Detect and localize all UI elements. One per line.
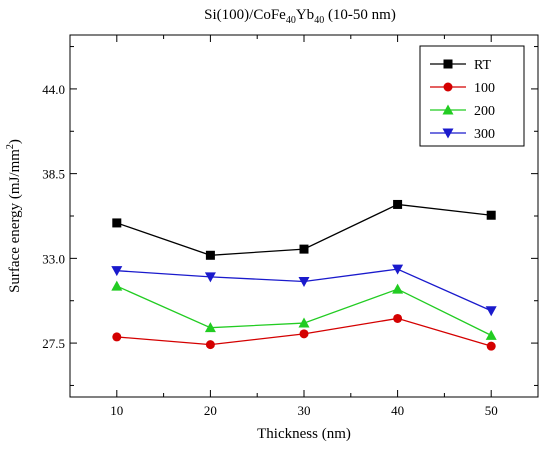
- data-point-RT-0: [112, 218, 122, 228]
- y-tick-label-2: 38.5: [42, 167, 65, 182]
- data-point-RT-3: [393, 199, 403, 209]
- legend-label-200: 200: [474, 104, 495, 119]
- data-point-200-1: [204, 322, 216, 333]
- data-point-200-2: [298, 317, 310, 328]
- legend-entry-200: 200: [430, 104, 495, 119]
- legend: RT 100 200 300: [419, 45, 525, 147]
- x-tick-label-0: 10: [110, 403, 123, 418]
- legend-label-100: 100: [474, 81, 495, 96]
- data-point-100-0: [112, 332, 122, 342]
- legend-label-RT: RT: [474, 58, 491, 73]
- legend-box: [419, 45, 525, 147]
- chart-title-part-4: (10-50 nm): [324, 7, 396, 23]
- chart-title: Si(100)/CoFe40Yb40 (10-50 nm): [204, 7, 396, 26]
- legend-marker-RT: [443, 59, 453, 69]
- legend-label-300: 300: [474, 127, 495, 142]
- chart-title-part-2: Fe: [271, 7, 286, 23]
- y-axis-label-tail: ): [7, 139, 23, 144]
- x-tick-label-1: 20: [204, 403, 217, 418]
- legend-marker-200: [442, 104, 454, 115]
- x-tick-label-3: 40: [391, 403, 404, 418]
- series-300: [111, 264, 497, 317]
- y-axis-label-sup: 2: [5, 144, 16, 149]
- legend-entry-RT: RT: [430, 58, 491, 73]
- data-point-100-1: [205, 340, 215, 350]
- y-tick-label-0: 27.5: [42, 336, 65, 351]
- data-point-100-2: [299, 329, 309, 339]
- series-RT: [112, 199, 496, 260]
- legend-entry-300: 300: [430, 127, 495, 142]
- chart-title-sub-2: 40: [286, 15, 296, 26]
- series-200: [111, 280, 497, 340]
- data-point-300-0: [111, 266, 123, 277]
- data-point-RT-2: [299, 244, 309, 254]
- data-point-300-4: [485, 306, 497, 317]
- x-tick-label-2: 30: [298, 403, 311, 418]
- legend-entry-100: 100: [430, 81, 495, 96]
- legend-marker-100: [443, 82, 453, 92]
- data-point-100-3: [393, 313, 403, 323]
- data-point-300-1: [204, 272, 216, 283]
- data-point-RT-1: [205, 250, 215, 260]
- data-point-200-3: [392, 283, 404, 294]
- chart-title-sub-3: 40: [314, 15, 324, 26]
- data-point-200-4: [485, 329, 497, 340]
- y-axis-label-main: Surface energy (mJ/mm: [7, 149, 23, 293]
- svg-text:Surface energy (mJ/mm2): Surface energy (mJ/mm2): [5, 139, 23, 293]
- series-layer: [111, 199, 497, 351]
- legend-marker-300: [442, 128, 454, 139]
- y-axis-label: Surface energy (mJ/mm2): [5, 139, 23, 293]
- chart-title-part-3: Yb: [296, 7, 314, 23]
- data-point-100-4: [486, 341, 496, 351]
- series-line-200: [116, 285, 492, 336]
- data-point-200-0: [111, 280, 123, 291]
- series-100: [112, 313, 496, 351]
- x-tick-label-4: 50: [485, 403, 498, 418]
- chart-title-part-1: Si(100)/Co: [204, 7, 271, 23]
- axis-ticks: 10 20 30 40 50 27.5 33.0 38.5 44.0: [42, 35, 538, 418]
- data-point-300-3: [392, 264, 404, 275]
- y-tick-label-1: 33.0: [42, 251, 65, 266]
- series-line-300: [116, 268, 492, 312]
- x-axis-label: Thickness (nm): [257, 426, 351, 442]
- data-point-300-2: [298, 276, 310, 287]
- y-tick-label-3: 44.0: [42, 82, 65, 97]
- data-point-RT-4: [486, 210, 496, 220]
